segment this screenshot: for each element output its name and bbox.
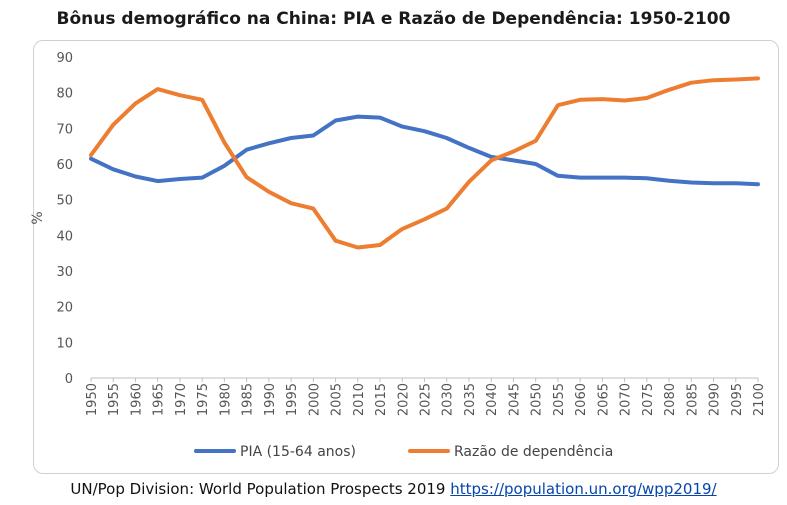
x-tick-label: 2075 <box>641 383 656 416</box>
x-tick-label: 2070 <box>619 383 634 416</box>
chart-title: Bônus demográfico na China: PIA e Razão … <box>56 9 731 29</box>
x-tick-label: 2085 <box>685 383 700 416</box>
series-line-2 <box>89 76 760 250</box>
y-axis-label: % <box>30 211 46 224</box>
source-text: UN/Pop Division: World Population Prospe… <box>70 480 446 498</box>
x-tick-label: 2045 <box>507 383 522 416</box>
x-tick-label: 1965 <box>152 383 167 416</box>
chart-frame <box>33 40 779 474</box>
x-tick-label: 2060 <box>574 383 589 416</box>
y-tick-label: 90 <box>56 51 73 66</box>
x-tick-label: 1960 <box>129 383 144 416</box>
x-tick-label: 2020 <box>396 383 411 416</box>
y-tick-label: 20 <box>56 301 73 316</box>
x-tick-label: 2030 <box>441 383 456 416</box>
x-tick-label: 2000 <box>307 383 322 416</box>
x-tick-label: 2050 <box>530 383 545 416</box>
y-tick-label: 70 <box>56 122 73 137</box>
x-tick-label: 2100 <box>752 383 767 416</box>
y-tick-label: 0 <box>65 372 73 387</box>
series-line-1 <box>89 114 760 187</box>
x-tick-label: 2040 <box>485 383 500 416</box>
x-tick-label: 1950 <box>85 383 100 416</box>
y-tick-label: 50 <box>56 194 73 209</box>
x-tick-label: 1995 <box>285 383 300 416</box>
y-tick-label: 30 <box>56 265 73 280</box>
x-tick-label: 2080 <box>663 383 678 416</box>
y-tick-label: 10 <box>56 336 73 351</box>
legend-label-2: Razão de dependência <box>454 444 613 460</box>
x-tick-label: 2090 <box>708 383 723 416</box>
y-tick-label: 60 <box>56 158 73 173</box>
x-tick-label: 1975 <box>196 383 211 416</box>
x-tick-label: 1990 <box>263 383 278 416</box>
x-tick-label: 2035 <box>463 383 478 416</box>
x-tick-label: 1985 <box>241 383 256 416</box>
x-tick-label: 2025 <box>419 383 434 416</box>
x-tick-label: 1970 <box>174 383 189 416</box>
source-line: UN/Pop Division: World Population Prospe… <box>0 480 787 498</box>
x-tick-label: 1955 <box>107 383 122 416</box>
y-tick-label: 80 <box>56 87 73 102</box>
legend-label-1: PIA (15-64 anos) <box>240 444 356 460</box>
x-tick-label: 2055 <box>552 383 567 416</box>
x-tick-label: 2065 <box>596 383 611 416</box>
x-tick-label: 2095 <box>730 383 745 416</box>
x-tick-label: 2010 <box>352 383 367 416</box>
source-link[interactable]: https://population.un.org/wpp2019/ <box>450 480 717 498</box>
y-tick-label: 40 <box>56 229 73 244</box>
x-tick-label: 2005 <box>330 383 345 416</box>
x-tick-label: 1980 <box>218 383 233 416</box>
x-tick-label: 2015 <box>374 383 389 416</box>
